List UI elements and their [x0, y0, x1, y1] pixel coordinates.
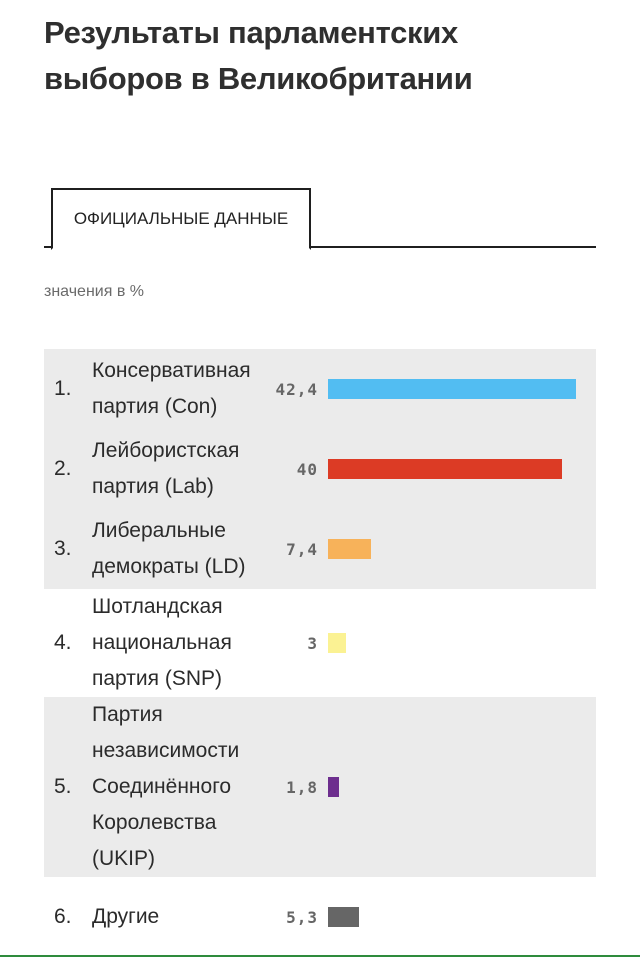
- party-name: Шотландская национальная партия (SNP): [92, 595, 232, 690]
- table-row: 5. Партия независимости Соединённого Коро…: [44, 697, 596, 877]
- bar-track: [328, 633, 576, 653]
- value-label: 5,3: [286, 907, 318, 927]
- row-rank: 2.: [54, 457, 72, 480]
- bottom-edge: [0, 955, 640, 957]
- bar: [328, 633, 346, 653]
- bar-track: [328, 907, 576, 927]
- tab-bar: ОФИЦИАЛЬНЫЕ ДАННЫЕ: [44, 188, 596, 250]
- value-label: 42,4: [275, 379, 318, 399]
- row-rank: 6.: [54, 905, 72, 928]
- bar: [328, 777, 339, 797]
- table-row: 4. Шотландская национальная партия (SNP) 3: [44, 589, 596, 697]
- row-rank: 3.: [54, 537, 72, 560]
- tab-bar-underline: [44, 246, 596, 248]
- bar-track: [328, 459, 576, 479]
- bar: [328, 459, 562, 479]
- party-name: Партия независимости Соединённого Короле…: [92, 703, 240, 870]
- bar: [328, 907, 359, 927]
- units-label: значения в %: [44, 283, 145, 300]
- value-label: 3: [307, 633, 318, 653]
- row-rank: 4.: [54, 631, 72, 654]
- row-rank: 1.: [54, 377, 72, 400]
- party-name: Другие: [92, 905, 160, 928]
- results-table: 1. Консервативная партия (Con) 42,4 2. Лейбо…: [44, 349, 596, 957]
- row-rank: 5.: [54, 775, 72, 798]
- value-label: 40: [296, 459, 318, 479]
- tab-bar-left-tick: [44, 246, 53, 248]
- party-name: Консервативная партия (Con): [92, 359, 251, 418]
- table-row: 1. Консервативная партия (Con) 42,4: [44, 349, 596, 429]
- page-title: Результаты парламентских выборов в Велик…: [44, 15, 473, 96]
- party-name: Либеральные демократы (LD): [92, 519, 246, 578]
- table-row: 2. Лейбористская партия (Lab) 40: [44, 429, 596, 509]
- bar-track: [328, 379, 576, 399]
- bar-track: [328, 777, 576, 797]
- party-name: Лейбористская партия (Lab): [92, 439, 240, 498]
- bar: [328, 379, 576, 399]
- table-row: 6. Другие 5,3: [44, 877, 596, 957]
- table-row: 3. Либеральные демократы (LD) 7,4: [44, 509, 596, 589]
- bar-track: [328, 539, 576, 559]
- value-label: 1,8: [286, 777, 318, 797]
- tab-official-data[interactable]: ОФИЦИАЛЬНЫЕ ДАННЫЕ: [51, 188, 311, 250]
- value-label: 7,4: [286, 539, 318, 559]
- bar: [328, 539, 371, 559]
